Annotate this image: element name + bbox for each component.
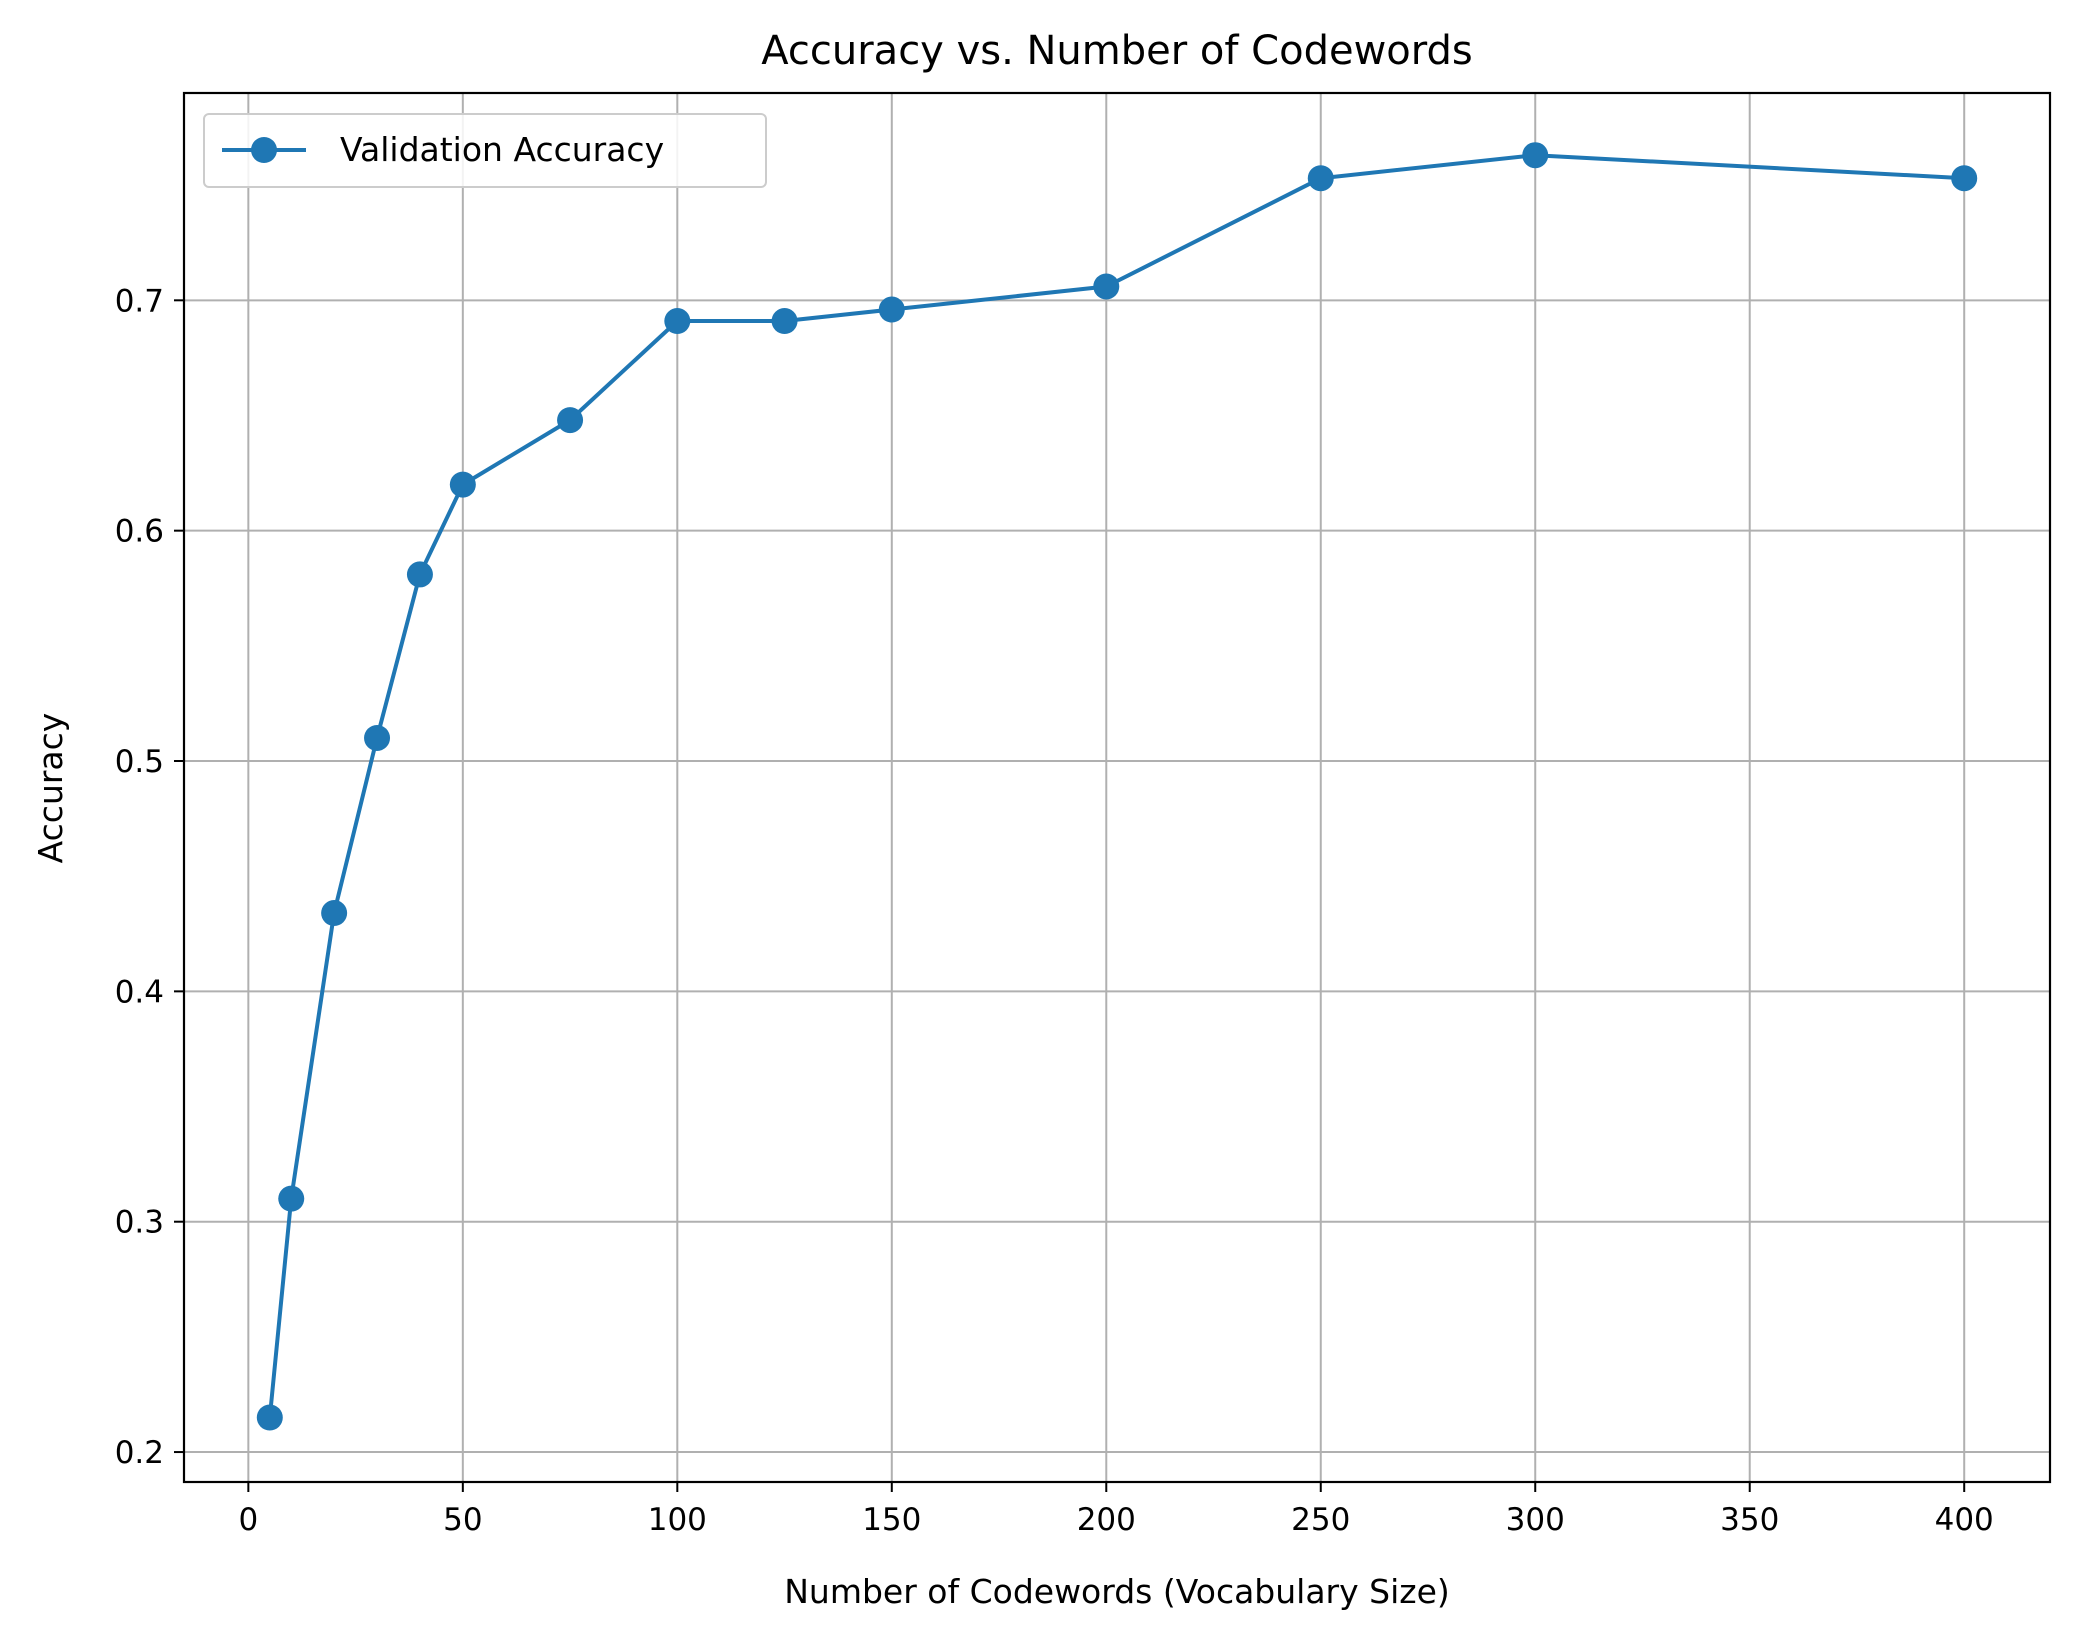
data-point (1307, 165, 1334, 192)
x-tick-label: 150 (862, 1502, 921, 1538)
x-axis-label: Number of Codewords (Vocabulary Size) (784, 1572, 1450, 1611)
x-tick-label: 250 (1291, 1502, 1350, 1538)
legend-box (203, 113, 767, 188)
chart-title: Accuracy vs. Number of Codewords (761, 28, 1473, 74)
x-tick-label: 100 (648, 1502, 707, 1538)
data-point (1093, 273, 1120, 300)
y-axis-label: Accuracy (31, 713, 70, 864)
legend: Validation Accuracy (203, 113, 767, 188)
y-tick-label: 0.2 (115, 1435, 164, 1471)
data-point (1951, 165, 1978, 192)
data-point (664, 308, 691, 335)
y-tick-label: 0.4 (115, 974, 164, 1010)
plot-frame (182, 91, 2052, 1484)
data-point (771, 308, 798, 335)
grid (184, 93, 2050, 1482)
series-layer (256, 142, 1978, 1431)
y-tick-label: 0.6 (115, 514, 164, 550)
x-tick-label: 300 (1506, 1502, 1565, 1538)
x-tick-label: 400 (1935, 1502, 1994, 1538)
data-point (406, 561, 433, 588)
data-point (256, 1404, 283, 1431)
data-point (321, 900, 348, 927)
x-tick-label: 200 (1077, 1502, 1136, 1538)
data-point (278, 1185, 305, 1212)
data-point (557, 407, 584, 434)
data-point (1522, 142, 1549, 169)
data-point (449, 471, 476, 498)
legend-marker-swatch (251, 137, 277, 163)
y-tick-label: 0.3 (115, 1205, 164, 1241)
y-tick-label: 0.5 (115, 744, 164, 780)
legend-label: Validation Accuracy (340, 130, 664, 169)
series-line (267, 153, 1965, 1418)
x-tick-label: 0 (238, 1502, 258, 1538)
data-point (364, 724, 391, 751)
y-tick-label: 0.7 (115, 283, 164, 319)
data-point (878, 296, 905, 323)
x-tick-label: 50 (443, 1502, 482, 1538)
y-axis-ticks: 0.2 0.3 0.4 0.5 0.6 0.7 (115, 283, 184, 1471)
x-tick-label: 350 (1720, 1502, 1779, 1538)
x-axis-ticks: 0 50 100 150 200 250 300 350 400 (238, 1482, 1994, 1538)
